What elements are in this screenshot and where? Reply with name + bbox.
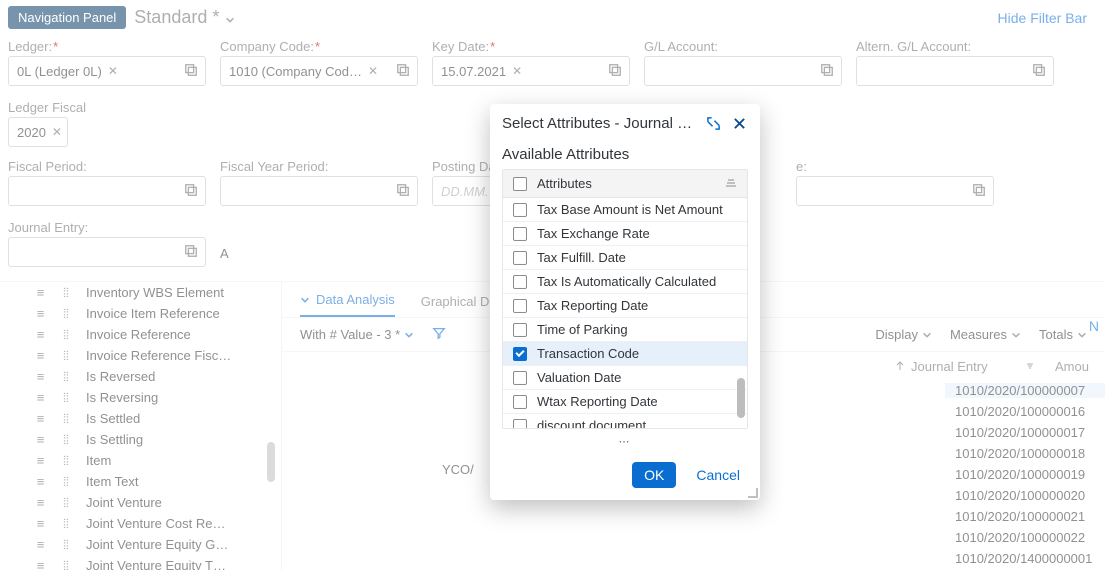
checkbox[interactable] xyxy=(513,203,527,217)
attribute-option-label: Tax Reporting Date xyxy=(537,298,648,313)
sort-icon[interactable] xyxy=(725,176,737,191)
attribute-option-label: Tax Is Automatically Calculated xyxy=(537,274,716,289)
attribute-option-row[interactable]: Tax Fulfill. Date xyxy=(503,246,747,270)
checkbox[interactable] xyxy=(513,419,527,429)
attribute-option-label: Wtax Reporting Date xyxy=(537,394,658,409)
more-indicator: ⋯ xyxy=(490,435,760,452)
select-attributes-dialog: Select Attributes - Journal … Available … xyxy=(490,104,760,500)
attribute-option-row[interactable]: Valuation Date xyxy=(503,366,747,390)
checkbox[interactable] xyxy=(513,323,527,337)
attribute-option-row[interactable]: Tax Is Automatically Calculated xyxy=(503,270,747,294)
attribute-option-label: Time of Parking xyxy=(537,322,628,337)
attribute-option-row[interactable]: Tax Base Amount is Net Amount xyxy=(503,198,747,222)
resize-handle[interactable] xyxy=(748,488,758,498)
attribute-option-row[interactable]: Wtax Reporting Date xyxy=(503,390,747,414)
cancel-button[interactable]: Cancel xyxy=(690,466,746,484)
dialog-title: Select Attributes - Journal … xyxy=(502,115,696,132)
expand-icon[interactable] xyxy=(704,114,722,132)
attribute-option-row[interactable]: Tax Reporting Date xyxy=(503,294,747,318)
checkbox[interactable] xyxy=(513,395,527,409)
attribute-option-label: Tax Fulfill. Date xyxy=(537,250,626,265)
close-icon[interactable] xyxy=(730,114,748,132)
checkbox[interactable] xyxy=(513,299,527,313)
attribute-option-row[interactable]: Transaction Code xyxy=(503,342,747,366)
attribute-option-row[interactable]: Tax Exchange Rate xyxy=(503,222,747,246)
checkbox[interactable] xyxy=(513,371,527,385)
select-all-checkbox[interactable] xyxy=(513,177,527,191)
checkbox[interactable] xyxy=(513,251,527,265)
scrollbar-thumb[interactable] xyxy=(737,378,745,418)
attributes-column-header[interactable]: Attributes xyxy=(537,176,592,191)
attribute-option-row[interactable]: Time of Parking xyxy=(503,318,747,342)
checkbox[interactable] xyxy=(513,275,527,289)
ok-button[interactable]: OK xyxy=(632,462,676,488)
attribute-option-label: Valuation Date xyxy=(537,370,621,385)
attribute-option-label: Tax Base Amount is Net Amount xyxy=(537,202,723,217)
checkbox[interactable] xyxy=(513,227,527,241)
dialog-subtitle: Available Attributes xyxy=(490,140,760,169)
attribute-option-label: Transaction Code xyxy=(537,346,639,361)
attribute-option-label: discount document xyxy=(537,418,646,428)
attribute-option-row[interactable]: discount document xyxy=(503,414,747,428)
checkbox[interactable] xyxy=(513,347,527,361)
attribute-option-label: Tax Exchange Rate xyxy=(537,226,650,241)
